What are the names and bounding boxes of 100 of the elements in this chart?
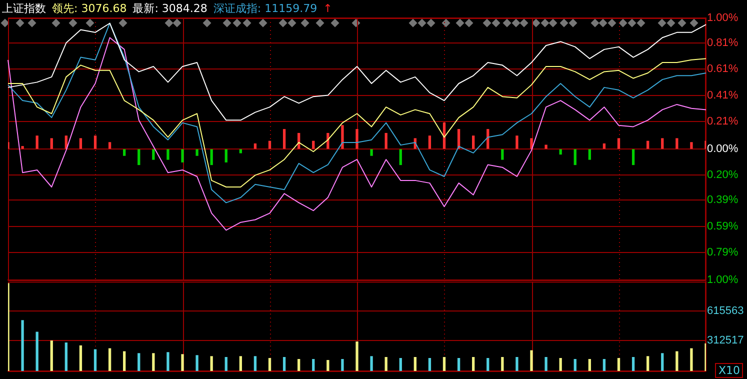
bar <box>676 351 678 371</box>
text: X10 <box>715 363 743 378</box>
bar <box>166 352 170 371</box>
bar <box>152 353 155 371</box>
bar <box>254 356 257 371</box>
bar <box>370 356 373 371</box>
bar <box>108 142 112 149</box>
bar <box>224 149 228 162</box>
bar <box>36 136 38 149</box>
bar <box>123 149 126 156</box>
y-tick-label: 0.21% <box>707 116 738 128</box>
bar <box>501 357 504 371</box>
bar <box>384 357 388 371</box>
bar <box>181 354 184 371</box>
bar <box>341 358 344 371</box>
bar <box>36 332 38 371</box>
bar <box>94 136 97 149</box>
bar <box>632 149 635 166</box>
bar <box>472 136 475 149</box>
bar <box>210 149 213 166</box>
bar <box>399 358 402 371</box>
y-tick-label: 0.39% <box>707 194 738 206</box>
y-tick-label: 1.00% <box>707 12 738 24</box>
bar <box>457 358 460 371</box>
bar <box>138 353 140 371</box>
bar <box>298 358 300 371</box>
bar <box>472 357 475 371</box>
bar <box>574 149 576 166</box>
text: 深证成指: 11159.79 <box>213 2 318 15</box>
bar <box>312 140 315 149</box>
bar <box>268 140 272 149</box>
bar <box>108 348 112 371</box>
bar <box>414 357 416 371</box>
y-tick-label: 0.20% <box>707 169 738 182</box>
y-tick-label: 0.61% <box>707 63 738 76</box>
bar <box>21 320 24 371</box>
bar <box>530 138 533 149</box>
bar <box>50 138 53 149</box>
bar <box>676 138 678 149</box>
bar <box>544 144 548 149</box>
bar <box>428 136 432 149</box>
bar <box>588 358 591 371</box>
y-tick-label: 312517 <box>707 334 744 347</box>
bar <box>224 357 228 371</box>
bar <box>210 356 213 371</box>
y-tick-label: 0.59% <box>707 220 738 232</box>
text: ↑ <box>323 2 332 15</box>
bar <box>282 129 286 149</box>
bar <box>341 125 344 149</box>
bar <box>486 358 490 371</box>
bar <box>661 138 664 149</box>
bar <box>239 149 242 154</box>
bar <box>442 357 446 371</box>
bar <box>196 149 198 156</box>
bar <box>64 342 68 371</box>
bar <box>268 358 272 371</box>
bar <box>646 356 650 371</box>
bar <box>312 358 315 371</box>
bar <box>602 143 606 149</box>
bar <box>196 355 198 371</box>
y-tick-label: 0.79% <box>707 246 738 259</box>
bar <box>79 345 82 371</box>
bar <box>661 353 664 371</box>
bar <box>384 132 388 149</box>
y-tick-label: 0.00% <box>707 143 738 156</box>
text: 最新: 3084.28 <box>132 2 208 15</box>
bar <box>326 360 330 371</box>
bar <box>399 149 402 166</box>
bar <box>544 357 548 371</box>
bar <box>239 356 242 371</box>
bar <box>617 138 620 149</box>
bar <box>181 149 184 162</box>
bar <box>356 129 358 149</box>
bar <box>356 341 358 371</box>
bar <box>166 149 170 160</box>
bar <box>690 142 693 149</box>
bar <box>516 357 518 371</box>
bar <box>588 149 591 160</box>
bar <box>94 349 97 371</box>
bar <box>123 351 126 371</box>
bar <box>50 340 53 371</box>
bar <box>21 146 24 149</box>
bar <box>632 357 635 371</box>
bar <box>152 149 155 160</box>
bar <box>617 358 620 371</box>
bar <box>254 143 257 149</box>
bar <box>690 348 693 371</box>
bar <box>79 138 82 149</box>
y-tick-label: 0.41% <box>707 89 738 102</box>
bar <box>559 149 562 155</box>
bar <box>501 149 504 160</box>
bar <box>516 136 518 149</box>
text: 领先: 3076.68 <box>52 2 127 15</box>
y-tick-label: 615563 <box>707 305 744 318</box>
chart-title: 上证指数 <box>2 2 46 15</box>
bar <box>559 358 562 371</box>
y-tick-label: 0.81% <box>707 36 738 49</box>
bar <box>574 358 576 371</box>
bar <box>370 149 373 156</box>
bar <box>138 149 140 166</box>
